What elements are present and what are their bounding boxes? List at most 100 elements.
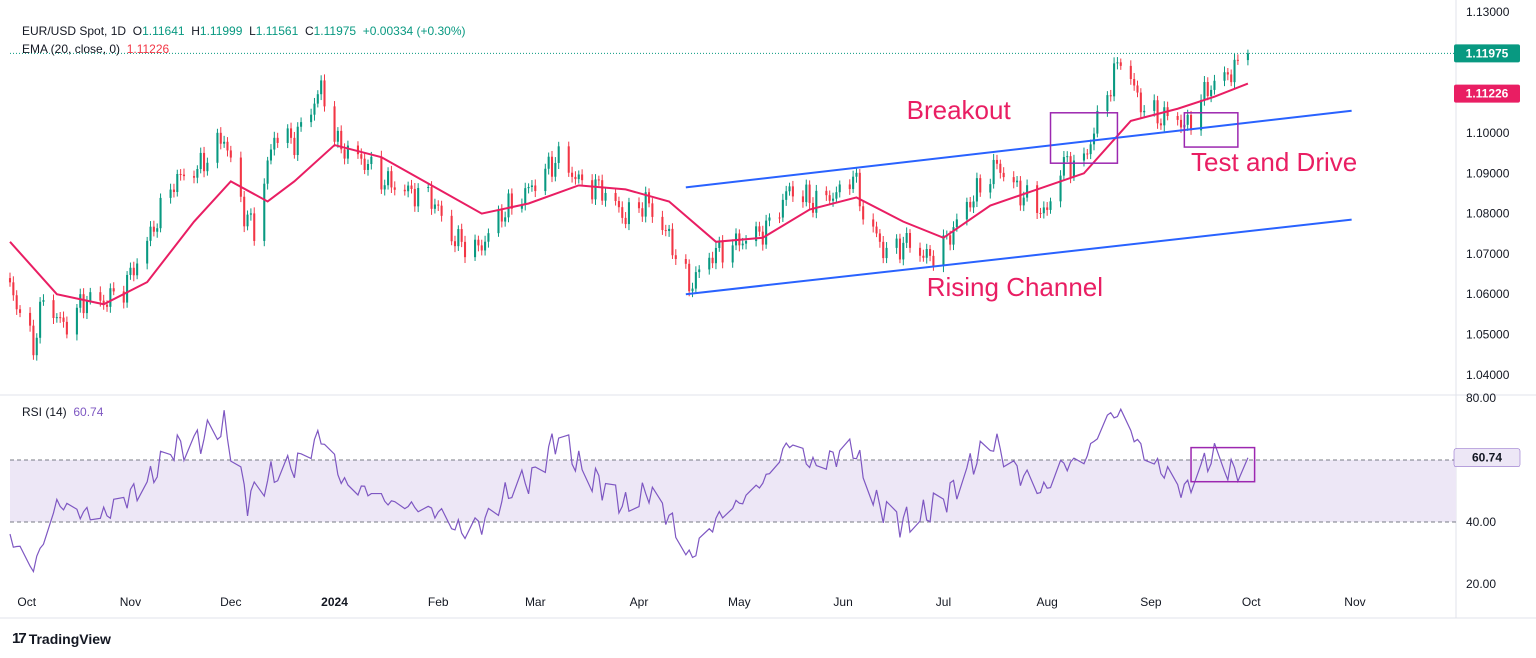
candle bbox=[393, 181, 396, 196]
candle bbox=[122, 285, 125, 309]
candle-body bbox=[1133, 79, 1136, 86]
candle bbox=[858, 169, 861, 212]
candle bbox=[1119, 58, 1122, 70]
candle bbox=[557, 141, 560, 170]
candle bbox=[929, 245, 932, 262]
candle bbox=[668, 224, 671, 237]
close-value: 1.11975 bbox=[313, 24, 357, 38]
time-tick-label: Feb bbox=[428, 595, 449, 609]
candle bbox=[206, 157, 209, 176]
candle bbox=[617, 196, 620, 213]
candle bbox=[216, 128, 219, 169]
candle-body bbox=[1153, 100, 1156, 111]
candle bbox=[403, 184, 406, 196]
candle bbox=[39, 297, 42, 344]
candle-body bbox=[661, 216, 664, 231]
candle bbox=[460, 223, 463, 248]
candle-body bbox=[390, 171, 393, 188]
candle-body bbox=[105, 304, 109, 307]
price-tick-label: 1.10000 bbox=[1466, 126, 1510, 140]
ema-label: EMA (20, close, 0) bbox=[22, 42, 121, 56]
candle-body bbox=[601, 180, 604, 201]
candle-body bbox=[343, 149, 346, 159]
candle bbox=[711, 251, 714, 269]
candle-body bbox=[1039, 212, 1042, 214]
candle-body bbox=[32, 325, 35, 356]
candle bbox=[694, 266, 697, 293]
candle-body bbox=[410, 185, 413, 189]
candle bbox=[15, 290, 18, 315]
candle-body bbox=[544, 168, 547, 192]
candle bbox=[999, 159, 1002, 179]
tradingview-brand[interactable]: 17 TradingView bbox=[12, 630, 111, 647]
candle bbox=[440, 200, 443, 222]
close-label: C bbox=[304, 24, 314, 38]
candle bbox=[313, 97, 316, 121]
candle-body bbox=[755, 226, 758, 242]
candle bbox=[79, 288, 82, 313]
candle-body bbox=[718, 240, 721, 248]
candle bbox=[597, 175, 600, 186]
candle-body bbox=[1163, 107, 1166, 126]
ema-price-tag-bg bbox=[1454, 84, 1520, 103]
candle bbox=[1012, 171, 1015, 189]
candle bbox=[544, 163, 547, 196]
candle bbox=[567, 141, 570, 177]
candle bbox=[828, 190, 831, 205]
candle-body bbox=[249, 213, 252, 215]
candle bbox=[644, 186, 647, 223]
candle bbox=[433, 198, 436, 214]
candle-body bbox=[427, 187, 430, 189]
candle bbox=[1039, 207, 1042, 219]
candle-body bbox=[694, 272, 697, 289]
candle bbox=[922, 249, 925, 262]
candle bbox=[745, 235, 748, 250]
candle bbox=[647, 188, 651, 208]
candle-body bbox=[591, 180, 594, 200]
candle-body bbox=[989, 184, 992, 193]
candle-body bbox=[781, 199, 784, 218]
candle bbox=[487, 228, 490, 248]
candle-body bbox=[216, 132, 219, 163]
candle-body bbox=[126, 274, 129, 303]
candle bbox=[129, 262, 132, 280]
candle-body bbox=[1113, 63, 1116, 97]
candle-body bbox=[169, 189, 172, 198]
price-tick-label: 1.04000 bbox=[1466, 368, 1510, 382]
candle bbox=[952, 221, 955, 251]
candle bbox=[346, 140, 349, 164]
candle-body bbox=[942, 235, 945, 267]
candle-body bbox=[266, 160, 269, 184]
candle-body bbox=[1186, 114, 1189, 125]
candle bbox=[290, 122, 293, 144]
candle bbox=[172, 183, 175, 198]
candle-body bbox=[109, 288, 112, 307]
candle-body bbox=[604, 192, 607, 201]
candle-body bbox=[146, 240, 149, 264]
candle-body bbox=[484, 241, 487, 251]
candle bbox=[239, 151, 242, 203]
candle-body bbox=[273, 137, 276, 150]
candle bbox=[651, 198, 654, 223]
candle bbox=[229, 145, 232, 163]
candle bbox=[811, 197, 815, 218]
candle bbox=[18, 305, 22, 318]
candle-body bbox=[741, 243, 744, 246]
candle-body bbox=[226, 141, 229, 151]
candle bbox=[477, 235, 480, 252]
candle-body bbox=[323, 80, 326, 107]
candle bbox=[614, 188, 617, 206]
candle-body bbox=[293, 137, 296, 156]
candle bbox=[1156, 95, 1159, 129]
last-price-tag-bg bbox=[1454, 44, 1520, 63]
candle bbox=[146, 236, 149, 270]
candle bbox=[627, 197, 630, 231]
upper-channel-line bbox=[685, 109, 1352, 189]
candle-body bbox=[878, 233, 881, 242]
candle-body bbox=[1210, 89, 1213, 97]
candle bbox=[42, 294, 45, 306]
candle-body bbox=[902, 242, 905, 260]
candle bbox=[1226, 68, 1229, 81]
candle bbox=[504, 211, 507, 227]
